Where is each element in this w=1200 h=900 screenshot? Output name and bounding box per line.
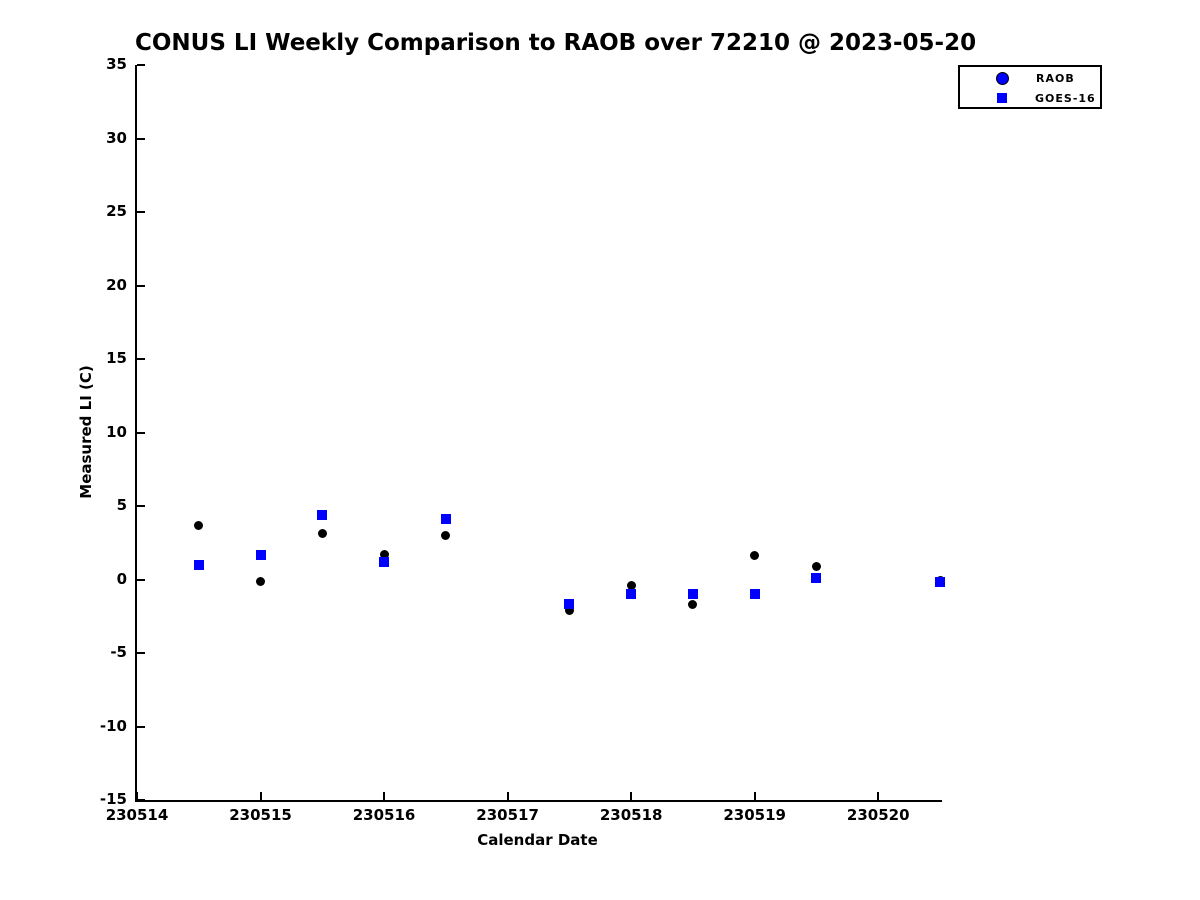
data-point-raob xyxy=(626,580,636,590)
data-point-raob xyxy=(441,530,451,540)
plot-area xyxy=(135,65,942,802)
x-tick-label: 230517 xyxy=(476,806,539,824)
data-point-goes16 xyxy=(255,549,266,560)
x-tick-label: 230514 xyxy=(105,806,169,824)
y-tick-mark xyxy=(137,284,145,287)
y-tick-label: 0 xyxy=(116,569,127,588)
y-tick-label: -15 xyxy=(99,790,127,808)
data-point-goes16 xyxy=(379,556,390,567)
x-tick-mark xyxy=(383,792,386,800)
y-tick-mark xyxy=(137,137,145,140)
data-point-goes16 xyxy=(193,559,204,570)
legend-item-goes16: GOES-16 xyxy=(960,89,1100,107)
square-marker-icon xyxy=(997,93,1007,103)
data-point-goes16 xyxy=(440,514,451,525)
y-tick-mark xyxy=(137,211,145,213)
y-tick-mark xyxy=(137,505,145,507)
x-tick-mark xyxy=(506,792,509,800)
legend-item-raob: RAOB xyxy=(960,69,1100,87)
data-point-goes16 xyxy=(626,589,637,600)
y-tick-mark xyxy=(137,578,145,581)
y-tick-label: 25 xyxy=(106,202,127,220)
y-tick-mark xyxy=(137,799,145,801)
legend: RAOB GOES-16 xyxy=(958,65,1102,109)
data-point-raob xyxy=(379,550,389,559)
legend-label-goes16: GOES-16 xyxy=(1035,91,1096,105)
y-tick-label: 15 xyxy=(106,349,127,367)
y-tick-mark xyxy=(137,652,145,654)
data-point-raob xyxy=(811,561,821,571)
x-tick-label: 230515 xyxy=(229,806,292,824)
data-point-raob xyxy=(564,605,574,615)
x-tick-mark xyxy=(136,792,138,800)
y-tick-label: -5 xyxy=(110,643,127,661)
x-tick-label: 230519 xyxy=(723,806,786,824)
x-tick-label: 230516 xyxy=(352,806,416,824)
y-tick-label: -10 xyxy=(99,716,127,735)
y-tick-label: 30 xyxy=(106,128,127,147)
x-axis-label: Calendar Date xyxy=(477,831,598,849)
data-point-raob xyxy=(194,520,204,530)
y-tick-mark xyxy=(137,358,145,360)
data-point-goes16 xyxy=(317,509,328,520)
y-tick-label: 35 xyxy=(106,55,127,73)
circle-marker-icon xyxy=(996,71,1009,85)
y-tick-mark xyxy=(137,64,145,66)
x-tick-label: 230518 xyxy=(599,806,663,824)
data-point-goes16 xyxy=(811,573,822,584)
x-tick-mark xyxy=(259,792,262,800)
data-point-raob xyxy=(256,577,266,587)
y-tick-mark xyxy=(137,725,145,728)
data-point-raob xyxy=(317,529,327,539)
y-tick-label: 20 xyxy=(106,275,127,294)
y-tick-label: 5 xyxy=(116,496,127,514)
x-tick-mark xyxy=(753,792,756,800)
y-tick-label: 10 xyxy=(106,422,127,441)
data-point-goes16 xyxy=(564,599,575,610)
legend-label-raob: RAOB xyxy=(1036,71,1075,85)
data-point-goes16 xyxy=(749,589,760,600)
x-tick-label: 230520 xyxy=(846,806,910,824)
data-point-goes16 xyxy=(687,589,698,600)
data-point-raob xyxy=(688,599,698,609)
x-tick-mark xyxy=(877,792,880,800)
data-point-raob xyxy=(750,551,760,561)
x-tick-mark xyxy=(630,792,633,800)
data-point-goes16 xyxy=(935,577,945,588)
y-tick-mark xyxy=(137,431,145,434)
chart-title: CONUS LI Weekly Comparison to RAOB over … xyxy=(135,30,977,56)
